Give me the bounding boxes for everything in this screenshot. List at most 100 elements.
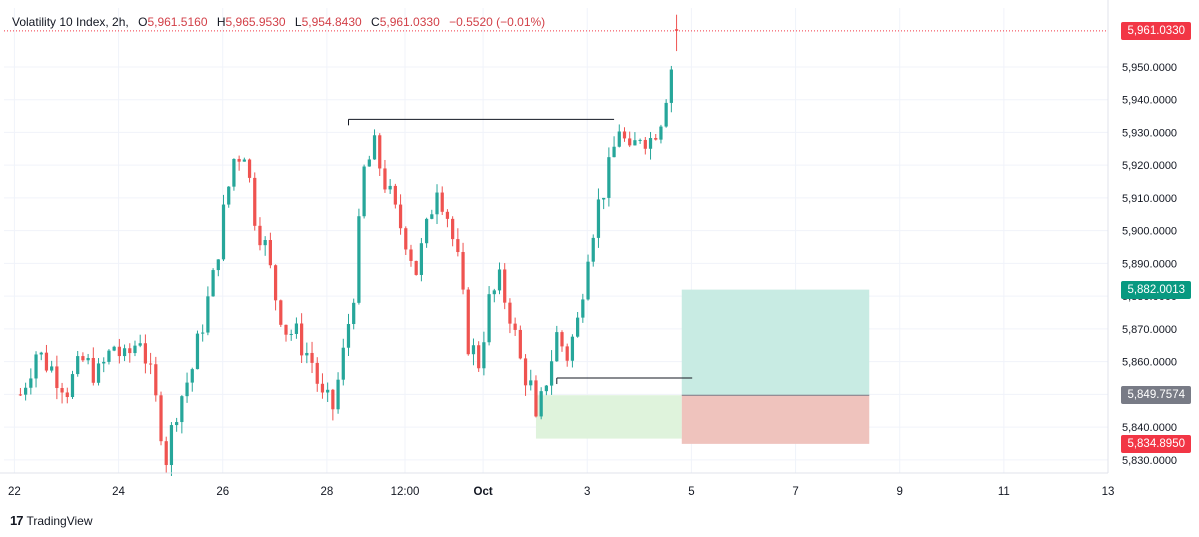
candle-body xyxy=(102,361,106,364)
candle-body xyxy=(44,352,49,371)
candle-body xyxy=(341,347,345,380)
low-label: L xyxy=(294,15,302,29)
candle-body xyxy=(534,380,538,417)
candle-body xyxy=(622,131,627,139)
candle-body xyxy=(612,146,616,158)
candle-body xyxy=(258,225,262,246)
candle-body xyxy=(549,361,554,386)
candle-body xyxy=(487,294,491,343)
candle-body xyxy=(383,168,387,190)
candle-body xyxy=(39,352,43,355)
candle-body xyxy=(284,324,288,335)
high-label: H xyxy=(216,15,226,29)
candle-body xyxy=(664,102,668,127)
candle-body xyxy=(336,379,340,410)
candle-body xyxy=(424,218,429,244)
candle-body xyxy=(435,192,439,215)
y-tick-label: 5,840.0000 xyxy=(1122,422,1177,434)
candle-body xyxy=(34,354,38,379)
y-tick-label: 5,940.0000 xyxy=(1122,95,1177,107)
candle-body xyxy=(503,269,507,303)
candle-body xyxy=(529,380,533,386)
candle-body xyxy=(221,204,226,260)
candle-body xyxy=(60,388,64,393)
candle-body xyxy=(143,343,148,364)
close-value: 5,961.0330 xyxy=(379,15,440,29)
x-tick-label: Oct xyxy=(474,486,493,498)
candle-body xyxy=(117,346,121,357)
x-tick-label: 26 xyxy=(216,486,229,498)
candle-body xyxy=(518,329,522,359)
y-tick-label: 5,930.0000 xyxy=(1122,127,1177,139)
x-tick-label: 12:00 xyxy=(391,486,420,498)
candle-body xyxy=(357,216,361,303)
candle-body xyxy=(216,259,220,271)
x-tick-label: 13 xyxy=(1102,486,1115,498)
candle-body xyxy=(190,369,194,383)
candle-body xyxy=(570,336,575,361)
candle-body xyxy=(456,239,460,253)
candle-body xyxy=(346,324,351,348)
candle-body xyxy=(300,323,304,356)
candle-body xyxy=(96,363,101,383)
candle-body xyxy=(497,269,502,291)
candle-body xyxy=(55,366,59,389)
candle-body xyxy=(393,185,397,205)
candle-body xyxy=(18,394,23,396)
candle-body xyxy=(638,139,642,141)
candle-body xyxy=(362,166,366,217)
candle-body xyxy=(674,29,679,31)
candle-body xyxy=(508,302,512,324)
candle-body xyxy=(247,159,252,178)
x-tick-label: 28 xyxy=(320,486,333,498)
candle-body xyxy=(367,159,371,167)
candle-body xyxy=(414,260,418,275)
candle-body xyxy=(523,358,528,386)
candle-body xyxy=(461,252,465,290)
x-tick-label: 24 xyxy=(112,486,125,498)
candle-body xyxy=(409,249,413,261)
candle-body xyxy=(211,270,215,297)
tradingview-brand[interactable]: 17 TradingView xyxy=(10,513,93,528)
candle-body xyxy=(91,357,95,383)
candle-body xyxy=(86,357,90,361)
candle-body xyxy=(560,332,564,347)
candle-body xyxy=(539,391,543,417)
candle-body xyxy=(128,348,132,354)
candle-body xyxy=(482,342,486,369)
drawing-lines[interactable] xyxy=(4,30,1108,385)
candle-body xyxy=(654,138,658,140)
candle-body xyxy=(24,387,28,395)
stop-loss-tag: 5,834.8950 xyxy=(1121,434,1191,453)
candle-body xyxy=(352,302,356,325)
candle-body xyxy=(581,299,585,318)
candle-body xyxy=(279,300,283,325)
last-price-tag: 5,961.0330 xyxy=(1121,21,1191,40)
candle-body xyxy=(617,131,621,147)
open-value: 5,961.5160 xyxy=(147,15,208,29)
candle-body xyxy=(253,177,257,226)
open-label: O xyxy=(138,15,148,29)
candle-body xyxy=(195,333,200,370)
y-tick-label: 5,830.0000 xyxy=(1122,455,1177,467)
x-tick-label: 9 xyxy=(896,486,902,498)
candle-body xyxy=(164,441,168,466)
x-tick-label: 5 xyxy=(688,486,694,498)
candle-body xyxy=(294,323,299,334)
take-profit-zone xyxy=(681,289,870,396)
candle-body xyxy=(372,135,377,160)
candle-body xyxy=(648,138,653,149)
candle-body xyxy=(602,197,606,200)
candle-body xyxy=(320,383,325,393)
candle-body xyxy=(180,396,184,423)
candle-body xyxy=(607,157,611,198)
position-zones xyxy=(535,289,870,444)
take-profit-tag: 5,882.0013 xyxy=(1121,280,1191,299)
prior-position-zone xyxy=(535,395,682,439)
candle-body xyxy=(398,204,403,229)
candle-body xyxy=(81,356,85,361)
symbol-title: Volatility 10 Index, 2h, xyxy=(12,15,129,29)
candle-body xyxy=(175,422,179,426)
candle-body xyxy=(65,392,69,398)
